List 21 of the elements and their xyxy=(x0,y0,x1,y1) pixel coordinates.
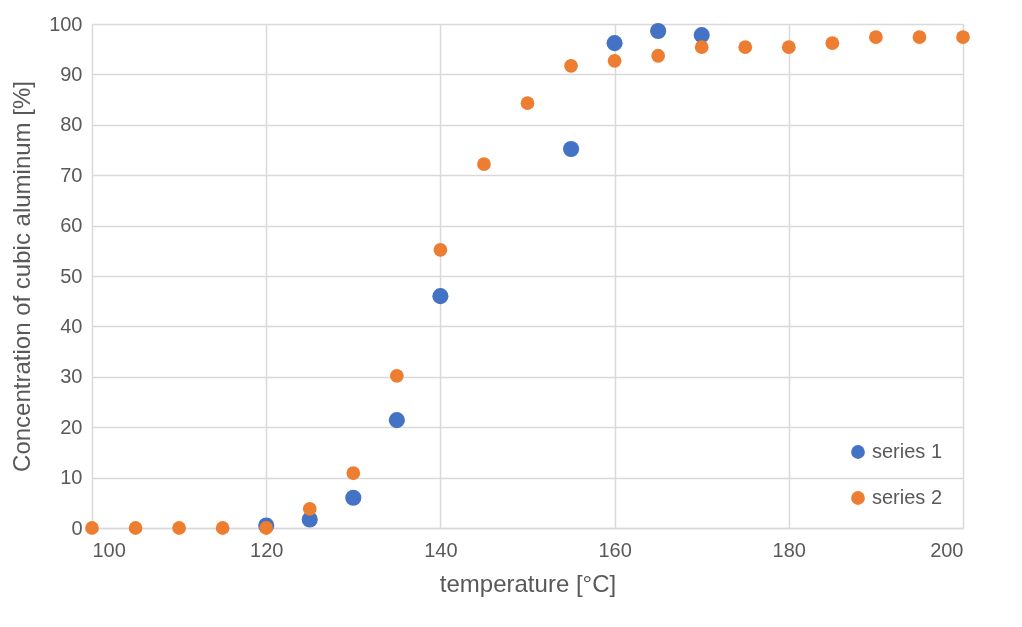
legend-label: series 1 xyxy=(872,440,943,462)
y-tick-label: 30 xyxy=(60,365,83,388)
y-tick-label: 60 xyxy=(60,214,83,237)
y-axis-title: Concentration of cubic aluminum [%] xyxy=(8,81,36,472)
x-tick-label: 120 xyxy=(250,538,284,561)
x-tick-label: 140 xyxy=(424,538,458,561)
x-tick-label: 200 xyxy=(930,538,964,561)
x-axis-title: temperature [°C] xyxy=(439,569,617,597)
y-tick-label: 20 xyxy=(60,415,83,438)
y-tick-label: 40 xyxy=(60,314,83,337)
y-tick-label: 70 xyxy=(60,163,83,186)
y-tick-label: 100 xyxy=(49,12,83,35)
legend-label: series 2 xyxy=(872,486,943,508)
x-tick-label: 180 xyxy=(772,538,806,561)
y-tick-label: 80 xyxy=(60,113,83,136)
y-tick-label: 90 xyxy=(60,62,83,85)
y-tick-label: 10 xyxy=(60,466,83,489)
x-tick-label: 100 xyxy=(92,538,126,561)
x-tick-label: 160 xyxy=(598,538,632,561)
y-tick-label: 50 xyxy=(60,264,83,287)
y-tick-label: 0 xyxy=(71,516,83,539)
